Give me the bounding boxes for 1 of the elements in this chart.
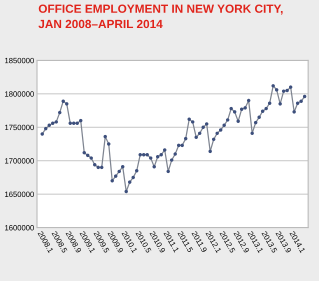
chart-title: OFFICE EMPLOYMENT IN NEW YORK CITY, JAN 2008–APRIL 2014 xyxy=(38,4,283,28)
